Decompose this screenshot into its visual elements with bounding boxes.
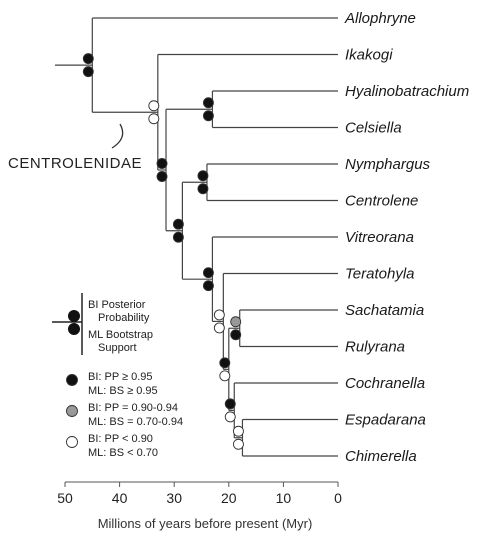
tick-label-10: 10	[276, 490, 292, 506]
support-dot-bs-n_SR	[230, 329, 242, 341]
legend-pp-label-black: BI: PP ≥ 0.95	[88, 371, 153, 383]
taxon-label-celsiella: Celsiella	[345, 120, 402, 137]
support-dot-bs-n_A	[156, 171, 168, 182]
support-dot-pp-n_HC	[202, 97, 214, 109]
taxon-label-chimerella: Chimerella	[345, 448, 417, 465]
clade-label: CENTROLENIDAE	[8, 155, 142, 172]
support-dot-pp-n_EC	[232, 425, 244, 437]
support-dot-bs-n_HC	[202, 110, 214, 122]
legend-key-line: ML Bootstrap	[88, 329, 153, 341]
node-key-bottom-label: ML Bootstrap Support	[88, 329, 153, 354]
support-dot-bs-n_B	[172, 231, 184, 243]
node-key-bottom-dot	[68, 323, 80, 335]
support-dot-bs-n_E	[219, 370, 231, 382]
legend-dot-black	[66, 374, 78, 386]
taxon-label-centrolene: Centrolene	[345, 193, 418, 210]
support-dot-pp-root	[82, 53, 94, 65]
support-dot-bs-n_C	[202, 280, 214, 292]
taxon-label-hyalinobatrachium: Hyalinobatrachium	[345, 83, 469, 100]
axis-title: Millions of years before present (Myr)	[98, 516, 313, 531]
support-dot-pp-n_F	[224, 398, 236, 410]
taxon-label-nymphargus: Nymphargus	[345, 156, 431, 173]
support-nodes	[82, 53, 244, 450]
legend-key-line: Probability	[98, 312, 150, 324]
legend-bs-label-white: ML: BS < 0.70	[88, 447, 158, 459]
legend-pp-label-white: BI: PP < 0.90	[88, 433, 153, 445]
support-dot-bs-n_D	[213, 322, 225, 334]
taxon-label-vitreorana: Vitreorana	[345, 229, 414, 246]
support-dot-bs-root	[82, 66, 94, 78]
legend-pp-label-gray: BI: PP = 0.90-0.94	[88, 402, 178, 414]
node-key-top-dot	[68, 310, 80, 322]
legend-dot-white	[66, 436, 78, 448]
tick-label-40: 40	[112, 490, 128, 506]
support-dot-pp-n_B	[172, 218, 184, 230]
support-dot-bs-n_F	[224, 411, 236, 423]
support-dot-pp-n_D	[213, 309, 225, 321]
support-dot-bs-n_cent	[148, 113, 160, 125]
taxon-label-ikakogi: Ikakogi	[345, 47, 393, 64]
taxon-label-sachatamia: Sachatamia	[345, 302, 424, 319]
support-dot-pp-n_NC	[197, 170, 209, 182]
node-key-top-label: BI Posterior Probability	[88, 299, 150, 324]
tick-label-50: 50	[57, 490, 73, 506]
legend-key-line: Support	[98, 342, 137, 354]
support-dot-pp-n_cent	[148, 100, 160, 112]
taxon-label-espadarana: Espadarana	[345, 412, 426, 429]
legend-entries: BI: PP ≥ 0.95 ML: BS ≥ 0.95 BI: PP = 0.90-…	[66, 371, 183, 459]
x-axis: 50 40 30 20 10 0 Millions of years before pre…	[57, 481, 342, 531]
support-dot-bs-n_NC	[197, 183, 209, 195]
legend-dot-gray	[66, 405, 78, 417]
taxon-label-allophryne: Allophryne	[344, 10, 416, 27]
axis-ticks: 50 40 30 20 10 0	[57, 482, 342, 506]
taxon-labels: Allophryne Ikakogi Hyalinobatrachium Celsie…	[344, 10, 469, 465]
tick-label-30: 30	[166, 490, 182, 506]
branches	[91, 17, 338, 457]
legend-bs-label-black: ML: BS ≥ 0.95	[88, 385, 158, 397]
taxon-label-teratohyla: Teratohyla	[345, 266, 415, 283]
support-dot-bs-n_EC	[232, 438, 244, 450]
taxon-label-rulyrana: Rulyrana	[345, 339, 405, 356]
legend-key-line: BI Posterior	[88, 299, 146, 311]
support-dot-pp-n_E	[219, 357, 231, 369]
support-dot-pp-n_A	[156, 158, 168, 169]
tick-label-20: 20	[221, 490, 237, 506]
legend-bs-label-gray: ML: BS = 0.70-0.94	[88, 416, 183, 428]
support-dot-pp-n_C	[202, 267, 214, 279]
support-dot-pp-n_SR	[230, 316, 242, 328]
taxon-label-cochranella: Cochranella	[345, 375, 425, 392]
legend: BI Posterior Probability ML Bootstrap Supp…	[52, 293, 183, 459]
node-key: BI Posterior Probability ML Bootstrap Supp…	[52, 293, 153, 355]
tick-label-0: 0	[334, 490, 342, 506]
clade-bracket	[111, 123, 124, 149]
